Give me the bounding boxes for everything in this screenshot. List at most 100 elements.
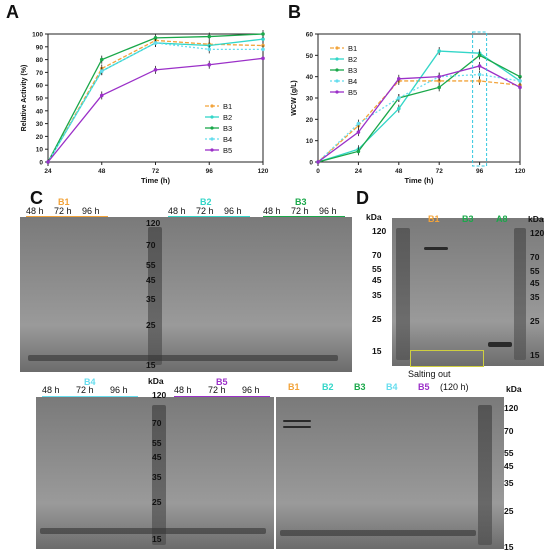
gel-c-bottom-marker-45: 45 bbox=[152, 452, 162, 462]
data-point-b5 bbox=[518, 85, 522, 90]
gel-c-group-bar-b5 bbox=[174, 396, 270, 397]
data-point-b4 bbox=[153, 41, 158, 45]
gel-c-bottom-marker-70: 70 bbox=[152, 418, 162, 428]
gel-c-time-label: 48 h bbox=[26, 206, 44, 216]
x-tick-label: 24 bbox=[355, 168, 363, 175]
legend-marker bbox=[335, 79, 339, 83]
x-tick-label: 120 bbox=[258, 168, 269, 175]
legend-marker bbox=[335, 68, 339, 72]
gel-d-lane-b1: B1 bbox=[428, 214, 440, 224]
data-point-b5 bbox=[356, 130, 361, 134]
x-axis-label: Time (h) bbox=[404, 176, 434, 185]
gel-c-time-label: 72 h bbox=[291, 206, 309, 216]
legend-marker bbox=[210, 104, 214, 108]
gel-c-group-b4: B4 bbox=[84, 377, 96, 387]
gel-c-marker-120: 120 bbox=[146, 218, 161, 228]
gel-c-group-b5: B5 bbox=[216, 377, 228, 387]
gel-c-group-bar-b3 bbox=[263, 216, 345, 217]
y-tick-label: 0 bbox=[39, 160, 43, 167]
x-tick-label: 120 bbox=[515, 168, 526, 175]
gel-d-marker-right-25: 25 bbox=[530, 316, 540, 326]
legend-label-b4: B4 bbox=[223, 135, 232, 144]
gel-d-marker-right-70: 70 bbox=[530, 252, 540, 262]
gel-salt-lane-b5: B5 bbox=[418, 382, 430, 392]
gel-salt-background bbox=[276, 397, 504, 549]
y-tick-label: 50 bbox=[306, 53, 314, 60]
legend-label-b5: B5 bbox=[223, 146, 232, 155]
data-point-b3 bbox=[477, 53, 482, 58]
y-tick-label: 60 bbox=[306, 32, 314, 39]
gel-c-marker-15: 15 bbox=[146, 360, 156, 370]
gel-c-marker-35: 35 bbox=[146, 294, 156, 304]
y-tick-label: 10 bbox=[306, 138, 314, 145]
gel-c-time-label: 48 h bbox=[174, 385, 192, 395]
gel-salt-lane-b1: B1 bbox=[288, 382, 300, 392]
gel-c-bottom-15kda-band bbox=[40, 528, 266, 534]
legend-marker bbox=[335, 90, 339, 94]
y-tick-label: 80 bbox=[36, 57, 44, 64]
y-tick-label: 10 bbox=[36, 147, 44, 154]
gel-c-top-marker-lane bbox=[148, 227, 162, 365]
legend-label-b5: B5 bbox=[348, 88, 357, 97]
plot-frame bbox=[317, 33, 521, 163]
gel-c-bottom-marker-55: 55 bbox=[152, 438, 162, 448]
data-point-b4 bbox=[261, 47, 265, 52]
gel-salt-marker-70: 70 bbox=[504, 426, 514, 436]
data-point-b4 bbox=[477, 72, 482, 77]
gel-c-group-b3: B3 bbox=[295, 197, 307, 207]
x-axis-label: Time (h) bbox=[141, 176, 171, 185]
gel-d-marker-right-55: 55 bbox=[530, 266, 540, 276]
gel-d-kda-left: kDa bbox=[366, 212, 382, 222]
gel-c-bottom-marker-25: 25 bbox=[152, 497, 162, 507]
gel-c-group-bar-b4 bbox=[42, 396, 138, 397]
gel-salt-marker-120: 120 bbox=[504, 403, 519, 413]
x-tick-label: 72 bbox=[152, 168, 160, 175]
legend-label-b3: B3 bbox=[223, 124, 232, 133]
gel-c-time-label: 72 h bbox=[196, 206, 214, 216]
data-point-b2 bbox=[397, 106, 401, 111]
gel-d-marker-left-70: 70 bbox=[372, 250, 382, 260]
data-point-b5 bbox=[261, 56, 265, 61]
data-point-b3 bbox=[518, 74, 522, 79]
y-tick-label: 60 bbox=[36, 83, 44, 90]
gel-c-bottom-kda: kDa bbox=[148, 376, 164, 386]
x-tick-label: 0 bbox=[316, 168, 320, 175]
gel-salt-marker-15: 15 bbox=[504, 542, 514, 552]
y-tick-label: 40 bbox=[36, 108, 44, 115]
gel-salt-b1-band-2 bbox=[283, 426, 311, 428]
data-point-b3 bbox=[356, 149, 361, 154]
gel-c-time-label: 72 h bbox=[208, 385, 226, 395]
series-line-b2 bbox=[317, 50, 521, 163]
gel-c-time-label: 48 h bbox=[42, 385, 60, 395]
x-tick-label: 96 bbox=[476, 168, 484, 175]
gel-d-marker-right-15: 15 bbox=[530, 350, 540, 360]
gel-c-time-label: 96 h bbox=[319, 206, 337, 216]
data-point-b4 bbox=[397, 96, 401, 100]
gel-d-lane-b3: B3 bbox=[462, 214, 474, 224]
x-tick-label: 24 bbox=[44, 168, 52, 175]
data-point-b4 bbox=[207, 47, 212, 52]
gel-c-time-label: 72 h bbox=[76, 385, 94, 395]
panel-letter-d: D bbox=[356, 188, 369, 208]
legend-marker bbox=[210, 115, 214, 119]
y-axis-label: WCW (g/L) bbox=[291, 80, 298, 115]
data-point-b5 bbox=[397, 77, 401, 81]
gel-c-time-label: 96 h bbox=[224, 206, 242, 216]
gel-salt-marker-35: 35 bbox=[504, 478, 514, 488]
gel-d-lane-a8: A8 bbox=[496, 214, 508, 224]
gel-c-bottom-marker-lane bbox=[152, 405, 166, 545]
data-point-b3 bbox=[437, 85, 441, 90]
x-tick-label: 48 bbox=[395, 168, 403, 175]
gel-c-time-label: 96 h bbox=[242, 385, 260, 395]
y-tick-label: 30 bbox=[306, 96, 314, 103]
data-point-b4 bbox=[518, 79, 522, 83]
chart-b-wcw: 0 24 48 72 96 120 0 10 20 30 40 50 60 Time (h) WCW (g/… bbox=[291, 31, 526, 185]
y-tick-label: 40 bbox=[306, 74, 314, 81]
data-point-b5 bbox=[477, 64, 482, 68]
gel-d-marker-right-120: 120 bbox=[530, 228, 545, 238]
gel-salt-kda: kDa bbox=[506, 384, 522, 394]
gel-salt-marker-25: 25 bbox=[504, 506, 514, 516]
data-point-b4 bbox=[356, 121, 361, 126]
gel-salt-lane-b4: B4 bbox=[386, 382, 398, 392]
legend-marker bbox=[210, 148, 214, 152]
